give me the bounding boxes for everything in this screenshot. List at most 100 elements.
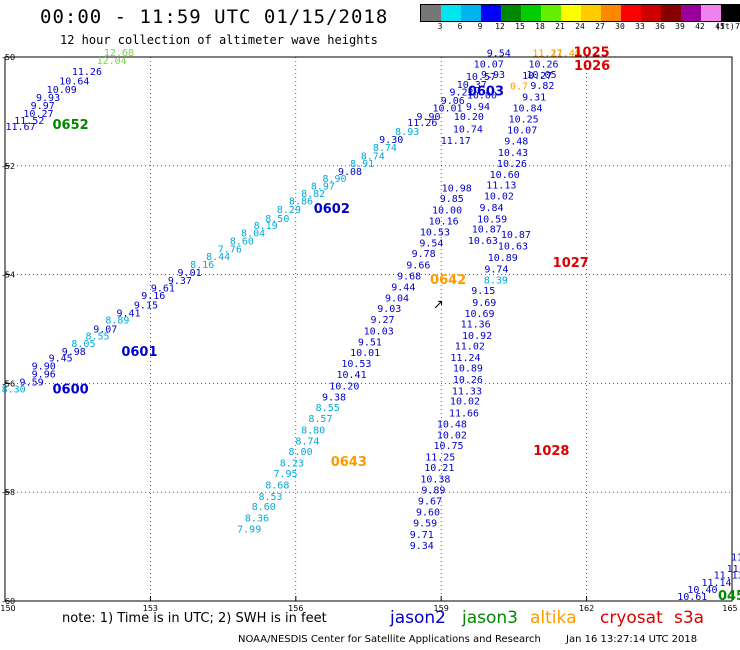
legend-cryosat: cryosat <box>600 608 663 628</box>
swh-point-label: 10.03 <box>364 326 394 337</box>
swh-point-label: 9.01 <box>178 268 202 279</box>
colorbar-label: 12 <box>495 22 505 31</box>
swh-point-label: 10.48 <box>437 419 467 430</box>
swh-point-label: 10.02 <box>437 430 467 441</box>
swh-point-label: 9.51 <box>358 337 382 348</box>
legend-altika: altika <box>530 608 577 628</box>
swh-point-label: 9.54 <box>419 238 443 249</box>
swh-point-label: 10.27 <box>522 71 552 82</box>
swh-point-label: 11.40 <box>727 564 740 575</box>
swh-point-label: 8.74 <box>373 143 397 154</box>
swh-point-label: 10.00 <box>432 206 462 217</box>
swh-point-label: 8.74 <box>295 436 319 447</box>
swh-point-label: 11.17 <box>441 136 471 147</box>
lon-tick-label: 153 <box>143 604 158 613</box>
axis-ticks: 150 153 156 159 162 165 -50 -52 -54 -56 -58 -60 <box>0 53 737 613</box>
swh-point-label: 8.93 <box>395 127 419 138</box>
swh-point-label: 10.69 <box>464 309 494 320</box>
swh-point-label: 9.22 <box>449 88 473 99</box>
pass-time-label: 0643 <box>331 455 367 470</box>
swh-point-label: 10.37 <box>457 80 487 91</box>
colorbar-label: 6 <box>457 22 463 31</box>
colorbar-label: 3 <box>437 22 443 31</box>
colorbar-label: 33 <box>635 22 645 31</box>
lon-tick-label: 162 <box>579 604 594 613</box>
track-jason2-diag: 8.309.599.969.909.459.988.058.559.078.89… <box>2 72 496 396</box>
swh-point-label: 9.84 <box>479 203 503 214</box>
swh-point-label: 9.69 <box>472 298 496 309</box>
colorbar-swatch <box>721 5 740 21</box>
lat-tick-label: -58 <box>2 488 15 497</box>
swh-point-label: 10.02 <box>484 192 514 203</box>
colorbar-label: 21 <box>555 22 565 31</box>
colorbar-label: (ft) <box>715 22 735 31</box>
swh-point-label: 9.27 <box>370 315 394 326</box>
swh-point-label: 9.67 <box>418 497 442 508</box>
swh-point-label: 10.20 <box>454 112 484 123</box>
swh-point-label: 10.63 <box>498 242 528 253</box>
swh-point-label: 8.55 <box>85 331 109 342</box>
swh-point-label: 8.29 <box>277 205 301 216</box>
colorbar-swatch <box>541 5 561 21</box>
swh-point-label: 9.38 <box>322 392 346 403</box>
swh-point-label: 7.99 <box>237 524 261 535</box>
swh-point-label: 9.08 <box>338 167 362 178</box>
colorbar-label: 18 <box>535 22 545 31</box>
colorbar-swatch <box>681 5 701 21</box>
swh-point-label: 11.02 <box>455 342 485 353</box>
swh-point-label: 9.66 <box>406 261 430 272</box>
swh-point-label: 10.60 <box>490 170 520 181</box>
colorbar-swatch <box>521 5 541 21</box>
swh-point-label: 8.89 <box>105 316 129 327</box>
colorbar-swatch <box>701 5 721 21</box>
swh-point-label: 10.64 <box>59 77 89 88</box>
pass-time-label: 0600 <box>52 383 88 398</box>
swh-point-label: 8.16 <box>190 260 214 271</box>
pass-time-labels: 0652 0600 0601 0602 0603 0642 0643 1027 1028 1025… <box>52 45 740 603</box>
swh-point-label: 9.34 <box>410 541 434 552</box>
swh-point-label: 9.48 <box>504 137 528 148</box>
swh-point-label: 9.60 <box>416 508 440 519</box>
swh-point-label: 8.23 <box>280 459 304 470</box>
swh-point-label: 8.90 <box>322 174 346 185</box>
lat-tick-label: -52 <box>2 162 15 171</box>
swh-point-label: 10.98 <box>442 183 472 194</box>
colorbar-label: 30 <box>615 22 625 31</box>
swh-point-label: 8.97 <box>311 182 335 193</box>
swh-point-label: 11.14 <box>701 578 731 589</box>
map-frame <box>4 56 733 602</box>
footer-credit: NOAA/NESDIS Center for Satellite Applica… <box>238 634 541 645</box>
swh-point-label: 10.89 <box>453 363 483 374</box>
swh-point-label: 9.44 <box>391 282 415 293</box>
lon-tick-label: 165 <box>722 604 737 613</box>
colorbar-swatch <box>461 5 481 21</box>
swh-point-label: 11.67 <box>5 122 35 133</box>
pass-time-label: 0455 <box>718 589 740 604</box>
swh-point-label: 11 <box>731 553 740 564</box>
colorbar-swatch <box>421 5 441 21</box>
swh-point-label: 10.57 <box>466 72 496 83</box>
footer: NOAA/NESDIS Center for Satellite Applica… <box>238 634 697 645</box>
swh-point-label: 9.90 <box>416 112 440 123</box>
swh-point-label: 9.31 <box>522 93 546 104</box>
swh-point-label: 11.13 <box>486 181 516 192</box>
swh-point-label: 10.87 <box>472 225 502 236</box>
swh-point-label: 9.61 <box>151 283 175 294</box>
swh-point-label: 10.26 <box>453 375 483 386</box>
track-altika-west: 10.989.8510.0010.1610.539.549.789.669.68… <box>237 183 472 535</box>
swh-point-label: 10.41 <box>337 370 367 381</box>
swh-point-label: 9.04 <box>385 293 409 304</box>
swh-point-label: 9.78 <box>412 249 436 260</box>
swh-point-label: 9.59 <box>413 518 437 529</box>
pass-time-label: 1026 <box>574 59 610 74</box>
footer-timestamp: Jan 16 13:27:14 UTC 2018 <box>566 634 698 645</box>
swh-point-label: 8.44 <box>206 252 230 263</box>
swh-point-label: 8.53 <box>258 492 282 503</box>
swh-point-label: 12.04 <box>97 56 127 67</box>
swh-point-label: 8.60 <box>230 237 254 248</box>
swh-point-label: 11.13 <box>714 571 740 582</box>
swh-point-label: 11.52 <box>14 116 44 127</box>
swh-point-label: 10.09 <box>47 85 77 96</box>
